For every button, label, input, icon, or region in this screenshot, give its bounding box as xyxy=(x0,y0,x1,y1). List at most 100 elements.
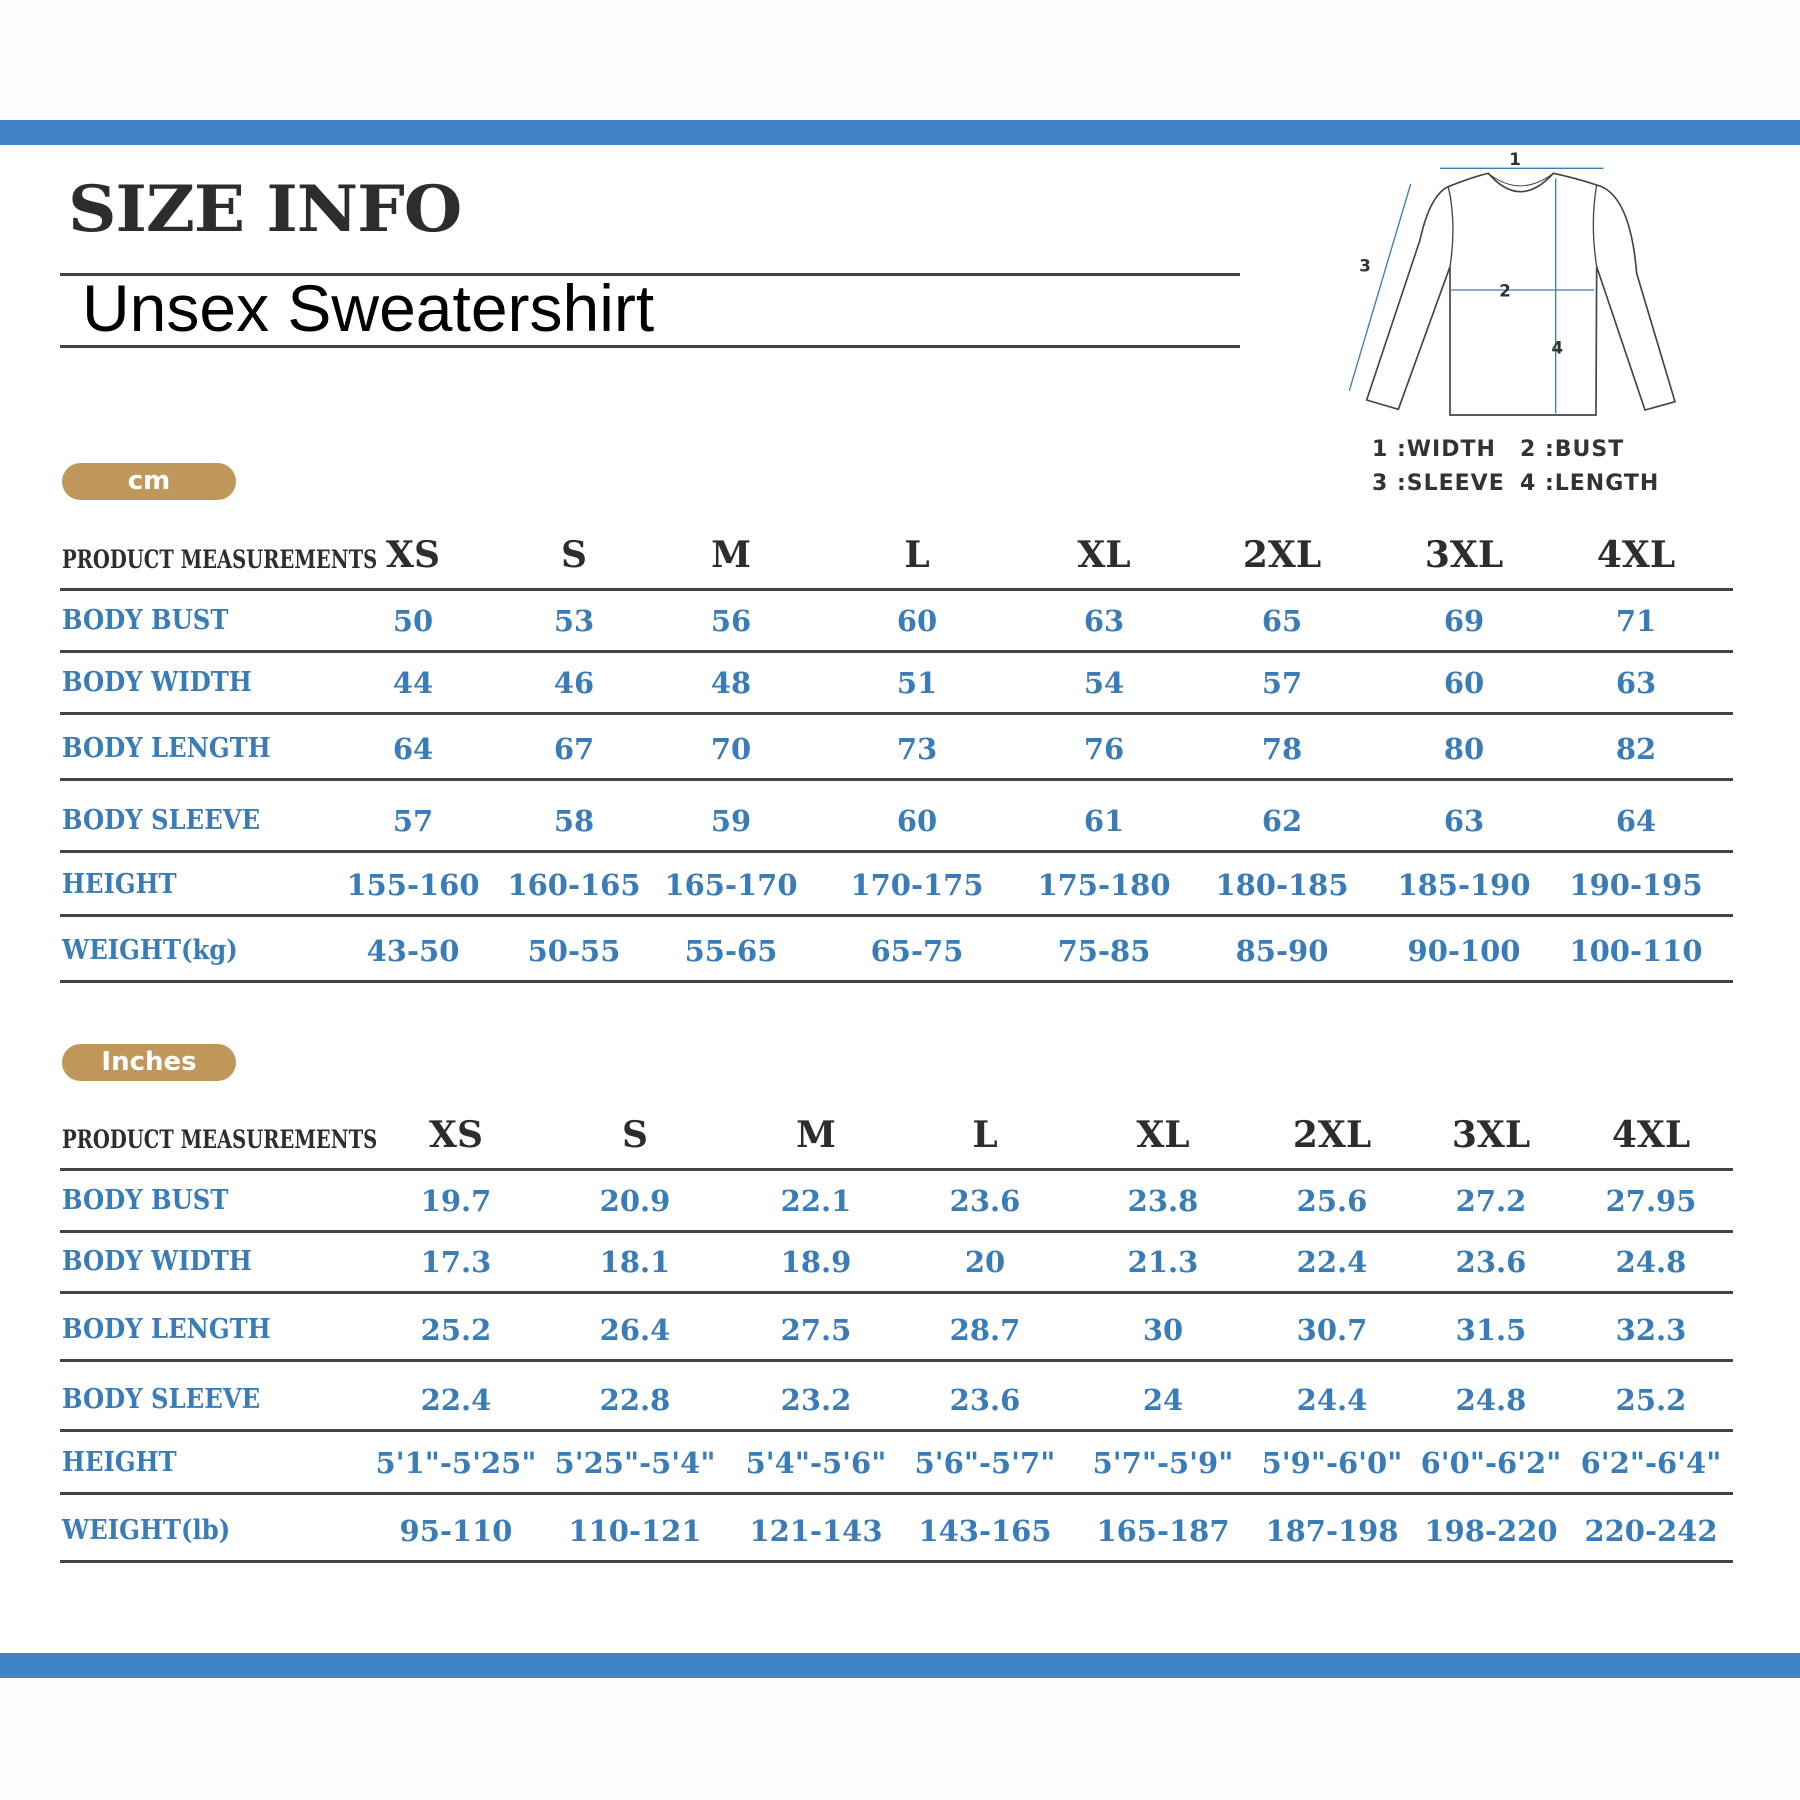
table-cell: 44 xyxy=(392,666,434,700)
unit-badge-cm: cm xyxy=(62,463,236,500)
table-cell: 76 xyxy=(1083,732,1125,766)
sweatshirt-outline xyxy=(1365,172,1677,416)
table-row: HEIGHT 155-160 160-165 165-170 170-175 175-18… xyxy=(60,850,1733,914)
divider xyxy=(60,273,1240,276)
row-label: WEIGHT(lb) xyxy=(62,1515,231,1546)
table-cell: 55-65 xyxy=(684,934,778,968)
row-label: BODY SLEEVE xyxy=(62,805,261,836)
table-cell: 155-160 xyxy=(346,868,480,902)
table-cell: 5'9"-6'0" xyxy=(1261,1446,1403,1480)
page-title: SIZE INFO xyxy=(68,172,462,247)
table-row: BODY WIDTH 17.3 18.1 18.9 20 21.3 22.4 23.6 24.8 xyxy=(60,1230,1733,1291)
table-cell: 100-110 xyxy=(1569,934,1703,968)
product-name: Unsex Sweatershirt xyxy=(82,271,655,345)
table-cell: 46 xyxy=(553,666,595,700)
table-cell: 24.4 xyxy=(1296,1383,1368,1417)
table-cell: 18.9 xyxy=(780,1245,852,1279)
table-cell: 73 xyxy=(896,732,938,766)
row-divider xyxy=(60,588,1733,591)
size-header: 2XL xyxy=(1242,534,1322,576)
row-label: BODY BUST xyxy=(62,605,229,636)
row-label: BODY LENGTH xyxy=(62,733,271,764)
table-cell: 67 xyxy=(553,732,595,766)
table-cell: 5'4"-5'6" xyxy=(745,1446,887,1480)
row-label: BODY LENGTH xyxy=(62,1314,271,1345)
table-cell: 43-50 xyxy=(366,934,460,968)
table-cell: 5'7"-5'9" xyxy=(1092,1446,1234,1480)
size-header: S xyxy=(622,1114,648,1156)
table-cell: 85-90 xyxy=(1235,934,1329,968)
row-divider xyxy=(60,1291,1733,1294)
row-divider xyxy=(60,980,1733,983)
table-cell: 190-195 xyxy=(1569,868,1703,902)
table-cell: 5'1"-5'25" xyxy=(375,1446,537,1480)
table-cell: 28.7 xyxy=(949,1313,1021,1347)
table-cell: 20 xyxy=(964,1245,1006,1279)
size-header: XS xyxy=(429,1114,483,1156)
table-cell: 5'6"-5'7" xyxy=(914,1446,1056,1480)
row-label: BODY WIDTH xyxy=(62,1246,252,1277)
table-cell: 60 xyxy=(1443,666,1485,700)
row-label: WEIGHT(kg) xyxy=(62,935,238,966)
table-cell: 22.1 xyxy=(780,1184,852,1218)
table-cell: 71 xyxy=(1615,604,1657,638)
legend-length: 4 :LENGTH xyxy=(1520,471,1660,496)
table-cell: 63 xyxy=(1615,666,1657,700)
header-label: PRODUCT MEASUREMENTS xyxy=(62,545,378,574)
table-cell: 25.6 xyxy=(1296,1184,1368,1218)
table-cell: 24.8 xyxy=(1615,1245,1687,1279)
table-cell: 53 xyxy=(553,604,595,638)
table-cell: 175-180 xyxy=(1037,868,1171,902)
row-label: BODY SLEEVE xyxy=(62,1384,261,1415)
size-header: 4XL xyxy=(1596,534,1676,576)
unit-badge-inches: Inches xyxy=(62,1044,236,1081)
table-cell: 24 xyxy=(1142,1383,1184,1417)
table-row: WEIGHT(lb) 95-110 110-121 121-143 143-165 165… xyxy=(60,1492,1733,1560)
table-cell: 75-85 xyxy=(1057,934,1151,968)
table-cell: 61 xyxy=(1083,804,1125,838)
table-row: BODY WIDTH 44 46 48 51 54 57 60 63 xyxy=(60,650,1733,712)
size-header: 3XL xyxy=(1424,534,1504,576)
sweatshirt-measurement-diagram: 1 2 3 4 xyxy=(1348,150,1677,416)
divider xyxy=(60,345,1240,348)
table-cell: 25.2 xyxy=(420,1313,492,1347)
label-1: 1 xyxy=(1509,150,1521,169)
table-cell: 59 xyxy=(710,804,752,838)
table-cell: 22.8 xyxy=(599,1383,671,1417)
table-cell: 5'25"-5'4" xyxy=(554,1446,716,1480)
table-cell: 30 xyxy=(1142,1313,1184,1347)
size-header: 2XL xyxy=(1292,1114,1372,1156)
table-cell: 31.5 xyxy=(1455,1313,1527,1347)
table-cell: 50-55 xyxy=(527,934,621,968)
table-row: WEIGHT(kg) 43-50 50-55 55-65 65-75 75-85 85-90… xyxy=(60,914,1733,980)
table-cell: 19.7 xyxy=(420,1184,492,1218)
row-divider xyxy=(60,650,1733,653)
bottom-accent-bar xyxy=(0,1653,1800,1678)
table-cell: 27.5 xyxy=(780,1313,852,1347)
row-divider xyxy=(60,1359,1733,1362)
table-cell: 48 xyxy=(710,666,752,700)
row-label: HEIGHT xyxy=(62,1447,177,1478)
row-divider xyxy=(60,778,1733,781)
row-divider xyxy=(60,712,1733,715)
size-header: L xyxy=(904,534,930,576)
row-label: HEIGHT xyxy=(62,869,177,900)
table-cell: 26.4 xyxy=(599,1313,671,1347)
table-cell: 22.4 xyxy=(1296,1245,1368,1279)
table-cell: 80 xyxy=(1443,732,1485,766)
table-cell: 165-187 xyxy=(1096,1514,1230,1548)
size-header: M xyxy=(711,534,751,576)
table-cell: 27.2 xyxy=(1455,1184,1527,1218)
size-header: XL xyxy=(1136,1114,1190,1156)
row-divider xyxy=(60,850,1733,853)
table-cell: 82 xyxy=(1615,732,1657,766)
table-cell: 180-185 xyxy=(1215,868,1349,902)
table-cell: 51 xyxy=(896,666,938,700)
table-cell: 95-110 xyxy=(399,1514,513,1548)
size-header: M xyxy=(796,1114,836,1156)
table-cell: 56 xyxy=(710,604,752,638)
table-cell: 63 xyxy=(1443,804,1485,838)
table-cell: 165-170 xyxy=(664,868,798,902)
row-divider xyxy=(60,1560,1733,1563)
table-cell: 54 xyxy=(1083,666,1125,700)
